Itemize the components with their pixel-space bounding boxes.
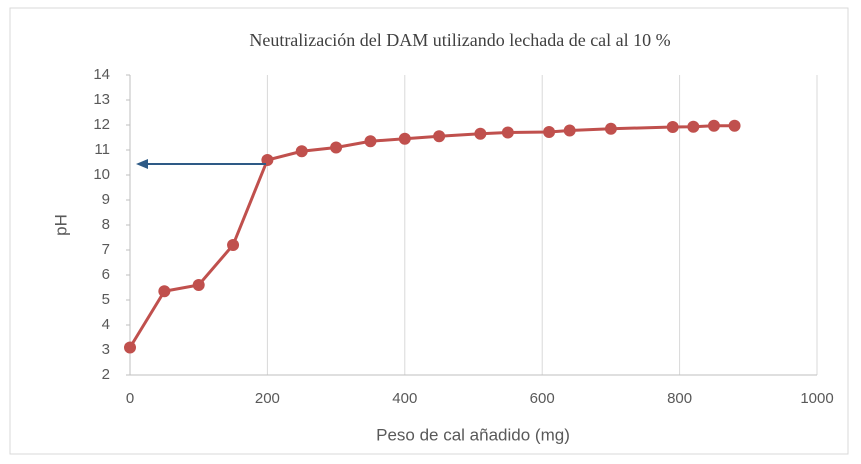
y-tick-label: 14 bbox=[93, 66, 110, 83]
data-point bbox=[543, 126, 556, 138]
arrow-head bbox=[136, 159, 148, 169]
data-point bbox=[563, 124, 576, 137]
y-tick-label: 10 bbox=[93, 166, 110, 183]
data-point bbox=[433, 130, 446, 143]
chart-title: Neutralización del DAM utilizando lechad… bbox=[249, 30, 670, 50]
x-tick-label: 0 bbox=[126, 390, 134, 407]
data-point bbox=[666, 121, 679, 133]
data-point bbox=[707, 119, 720, 132]
x-tick-label: 800 bbox=[667, 390, 692, 407]
data-point bbox=[501, 126, 514, 139]
chart-frame bbox=[9, 7, 849, 455]
y-tick-label: 4 bbox=[102, 316, 110, 333]
data-point bbox=[687, 120, 700, 133]
y-tick-label: 8 bbox=[102, 216, 110, 233]
x-tick-label: 200 bbox=[255, 390, 280, 407]
annotation-arrow bbox=[136, 159, 266, 169]
y-tick-label: 2 bbox=[102, 366, 110, 383]
data-point bbox=[364, 135, 377, 148]
data-point bbox=[728, 119, 741, 132]
x-tick-label: 600 bbox=[530, 390, 555, 407]
x-axis-title: Peso de cal añadido (mg) bbox=[376, 425, 570, 444]
data-point bbox=[398, 132, 411, 145]
x-tick-label: 1000 bbox=[800, 390, 833, 407]
data-point bbox=[604, 122, 617, 135]
data-point bbox=[124, 341, 136, 354]
data-point bbox=[158, 285, 171, 298]
y-tick-label: 9 bbox=[102, 191, 110, 208]
data-point bbox=[192, 279, 205, 291]
x-tick-label: 400 bbox=[392, 390, 417, 407]
y-tick-label: 6 bbox=[102, 266, 110, 283]
data-point bbox=[227, 239, 240, 251]
y-tick-label: 7 bbox=[102, 241, 110, 258]
y-tick-label: 3 bbox=[102, 341, 110, 358]
data-point bbox=[330, 141, 343, 154]
data-point bbox=[474, 127, 487, 140]
y-axis-title: pH bbox=[51, 214, 70, 236]
y-tick-label: 11 bbox=[94, 141, 110, 158]
data-point bbox=[295, 145, 308, 158]
y-tick-label: 5 bbox=[102, 291, 110, 308]
y-tick-label: 12 bbox=[93, 116, 110, 133]
y-tick-label: 13 bbox=[93, 91, 110, 108]
